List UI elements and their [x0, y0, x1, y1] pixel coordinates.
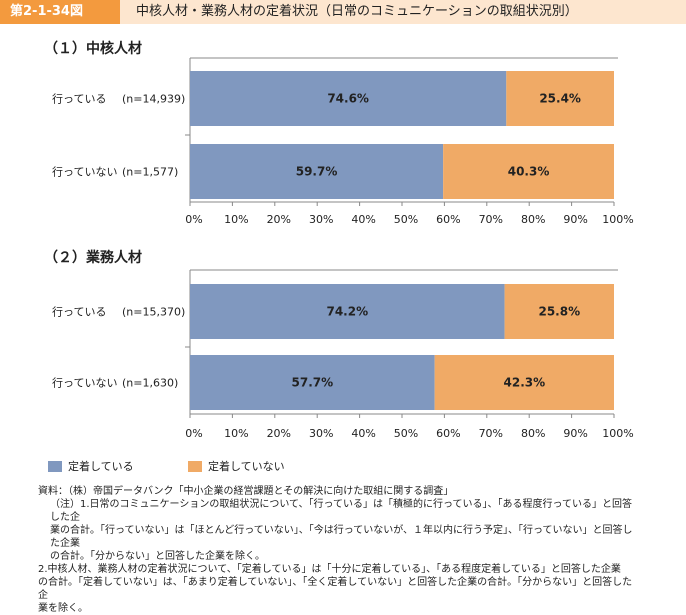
- sample-size-label: (n=15,370): [122, 306, 185, 319]
- data-label-retained: 59.7%: [296, 165, 338, 179]
- x-tick-label: 70%: [479, 213, 503, 226]
- category-label: 行っていない: [52, 377, 117, 390]
- note-1-line-2: 業の合計。「行っていない」は「ほとんど行っていない」、「今は行っていないが、１年…: [50, 525, 633, 549]
- bar-retained: [190, 71, 507, 126]
- sample-size-label: (n=1,630): [122, 377, 178, 390]
- bar-not-retained: [443, 144, 614, 199]
- note-2-line-3: 業を除く。: [38, 603, 88, 614]
- x-tick-label: 0%: [185, 213, 202, 226]
- x-tick-label: 80%: [521, 213, 545, 226]
- x-tick-label: 60%: [436, 213, 460, 226]
- x-tick-label: 50%: [394, 427, 418, 440]
- section-title-core: （１）中核人材: [44, 41, 142, 57]
- x-tick-label: 10%: [224, 427, 248, 440]
- data-label-not-retained: 42.3%: [504, 376, 546, 390]
- notes: 資料：（株）帝国データバンク「中小企業の経営課題とその解決に向けた取組に関する調…: [38, 485, 638, 615]
- x-tick-label: 50%: [394, 213, 418, 226]
- bar-retained: [190, 355, 435, 410]
- note-1-line-3: の合計。「分からない」と回答した企業を除く。: [50, 551, 265, 562]
- figure-header: 第2-1-34図 中核人材・業務人材の定着状況（日常のコミュニケーションの取組状…: [0, 0, 686, 24]
- bar-not-retained: [434, 355, 614, 410]
- data-label-retained: 57.7%: [292, 376, 334, 390]
- note-1-line-1: （注）1.日常のコミュニケーションの取組状況について、「行っている」は「積極的に…: [50, 499, 633, 523]
- x-tick-label: 100%: [602, 213, 633, 226]
- data-label-not-retained: 25.8%: [538, 305, 580, 319]
- sample-size-label: (n=1,577): [122, 166, 178, 179]
- x-tick-label: 70%: [479, 427, 503, 440]
- data-label-not-retained: 25.4%: [539, 92, 581, 106]
- x-tick-label: 80%: [521, 427, 545, 440]
- x-tick-label: 20%: [267, 213, 291, 226]
- source-note: 資料：（株）帝国データバンク「中小企業の経営課題とその解決に向けた取組に関する調…: [38, 486, 454, 497]
- x-tick-label: 10%: [224, 213, 248, 226]
- bar-not-retained: [504, 284, 614, 339]
- note-2-line-1: 2.中核人材、業務人材の定着状況について、「定着している」は「十分に定着している…: [38, 564, 621, 575]
- legend-swatch-not-retained: [188, 460, 202, 472]
- figure-title: 中核人材・業務人材の定着状況（日常のコミュニケーションの取組状況別）: [136, 4, 578, 19]
- x-tick-label: 40%: [351, 213, 375, 226]
- category-label: 行っている: [52, 306, 106, 319]
- x-tick-label: 40%: [351, 427, 375, 440]
- bar-not-retained: [506, 71, 614, 126]
- note-2-line-2: の合計。「定着していない」は、「あまり定着していない」、「全く定着していない」と…: [38, 577, 633, 601]
- x-tick-label: 0%: [185, 427, 202, 440]
- bar-retained: [190, 144, 444, 199]
- stacked-bar-charts: 0% 10% 20% 30% 40% 50% 60% 70% 80% 90% 100% 行っている (n…: [52, 57, 634, 440]
- data-label-retained: 74.6%: [327, 92, 369, 106]
- category-label: 行っていない: [52, 166, 117, 179]
- legend-swatch-retained: [48, 460, 62, 472]
- data-label-retained: 74.2%: [326, 305, 368, 319]
- legend-label-retained: 定着している: [68, 460, 134, 473]
- sample-size-label: (n=14,939): [122, 93, 185, 106]
- x-tick-label: 100%: [602, 427, 633, 440]
- x-tick-label: 30%: [309, 213, 333, 226]
- figure-number: 第2-1-34図: [0, 0, 120, 24]
- legend-label-not-retained: 定着していない: [208, 460, 285, 473]
- x-tick-label: 20%: [267, 427, 291, 440]
- x-tick-label: 30%: [309, 427, 333, 440]
- x-tick-label: 90%: [563, 213, 587, 226]
- legend-item-retained: 定着している: [48, 458, 134, 474]
- section-title-operational: （２）業務人材: [44, 250, 142, 266]
- legend-item-not-retained: 定着していない: [188, 458, 285, 474]
- x-tick-label: 90%: [563, 427, 587, 440]
- bar-retained: [190, 284, 505, 339]
- data-label-not-retained: 40.3%: [508, 165, 550, 179]
- x-tick-label: 60%: [436, 427, 460, 440]
- category-label: 行っている: [52, 93, 106, 106]
